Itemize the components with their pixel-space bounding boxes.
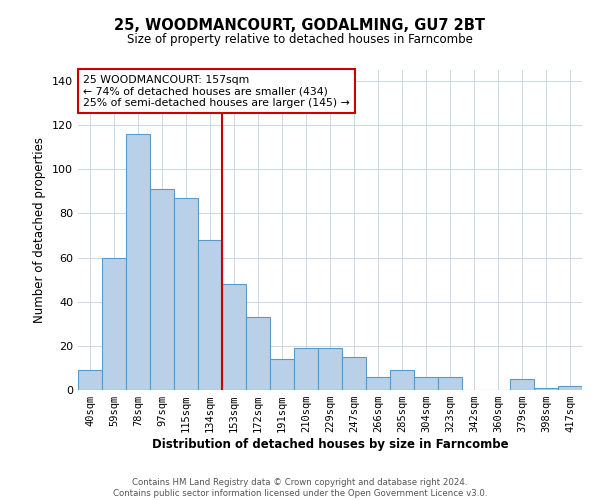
Y-axis label: Number of detached properties: Number of detached properties: [34, 137, 46, 323]
Bar: [534, 388, 558, 390]
Bar: [222, 284, 246, 390]
Bar: [414, 377, 438, 390]
Bar: [246, 317, 270, 390]
Bar: [342, 357, 366, 390]
Bar: [558, 386, 582, 390]
Bar: [78, 370, 102, 390]
Text: 25, WOODMANCOURT, GODALMING, GU7 2BT: 25, WOODMANCOURT, GODALMING, GU7 2BT: [115, 18, 485, 32]
Text: 25 WOODMANCOURT: 157sqm
← 74% of detached houses are smaller (434)
25% of semi-d: 25 WOODMANCOURT: 157sqm ← 74% of detache…: [83, 75, 350, 108]
Bar: [390, 370, 414, 390]
Bar: [510, 379, 534, 390]
Bar: [366, 377, 390, 390]
Text: Size of property relative to detached houses in Farncombe: Size of property relative to detached ho…: [127, 32, 473, 46]
Bar: [318, 348, 342, 390]
Bar: [174, 198, 198, 390]
Bar: [150, 189, 174, 390]
Bar: [198, 240, 222, 390]
Bar: [126, 134, 150, 390]
Bar: [270, 359, 294, 390]
Bar: [294, 348, 318, 390]
Bar: [102, 258, 126, 390]
Bar: [438, 377, 462, 390]
Text: Contains HM Land Registry data © Crown copyright and database right 2024.
Contai: Contains HM Land Registry data © Crown c…: [113, 478, 487, 498]
X-axis label: Distribution of detached houses by size in Farncombe: Distribution of detached houses by size …: [152, 438, 508, 451]
